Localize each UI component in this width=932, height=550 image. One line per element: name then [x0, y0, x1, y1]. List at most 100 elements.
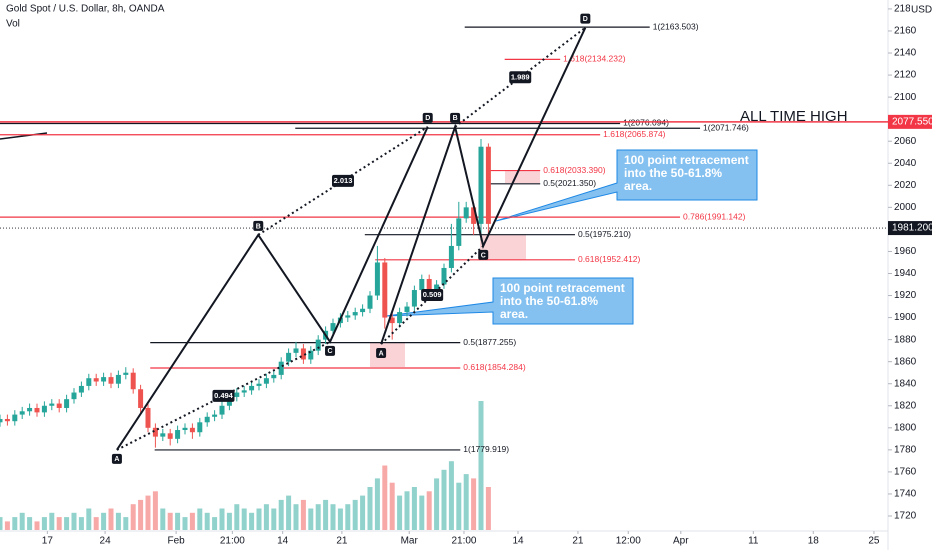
- trend-line: [0, 132, 48, 140]
- fib-level-label: 1(1779.919): [463, 444, 509, 454]
- fib-level-label: 1(2076.094): [623, 118, 669, 128]
- candle-body: [152, 427, 158, 437]
- x-tick-label: Apr: [673, 536, 689, 547]
- volume-bar: [86, 508, 92, 530]
- callout: 100 point retracement into the 50-61.8% …: [495, 149, 758, 222]
- currency-box: [910, 4, 932, 16]
- ratio-box: [421, 288, 444, 301]
- candle-body: [389, 317, 395, 324]
- volume-bar: [189, 512, 195, 530]
- candle-body: [56, 403, 62, 408]
- volume-bar: [101, 512, 107, 530]
- volume-bar: [286, 495, 292, 530]
- volume-bar: [271, 508, 277, 530]
- volume-bar: [456, 482, 462, 530]
- candle-body: [360, 308, 366, 313]
- ratio-label: 0.509: [423, 290, 442, 299]
- candle-body: [34, 407, 40, 413]
- candle-body: [64, 399, 70, 408]
- fib-level-label: 0.5(2021.350): [543, 178, 596, 188]
- volume-bar: [441, 469, 447, 530]
- volume-bar: [330, 504, 336, 530]
- candle-body: [86, 378, 92, 386]
- volume-bar: [64, 517, 70, 530]
- candle-body: [456, 218, 462, 246]
- candle-body: [367, 295, 373, 309]
- volume-bar: [419, 495, 425, 530]
- price-label: 1981.200: [892, 223, 932, 234]
- point-label: D: [583, 16, 588, 23]
- candle-body: [189, 427, 195, 433]
- volume-bar: [160, 508, 166, 530]
- ath-annotation: ALL TIME HIGH: [740, 108, 848, 125]
- volume-bar: [315, 504, 321, 530]
- volume-bar: [352, 499, 358, 530]
- y-tick-label: 2120: [894, 70, 917, 81]
- candle-body: [478, 146, 484, 224]
- volume-bar: [56, 517, 62, 530]
- candle-body: [108, 377, 114, 384]
- candle-body: [49, 403, 55, 406]
- volume-bar: [78, 517, 84, 530]
- candle-body: [101, 377, 107, 382]
- fib-level-label: 0.5(1975.210): [578, 229, 631, 239]
- point-marker: [580, 13, 591, 24]
- callout-text: 100 point retracement: [500, 281, 625, 295]
- fib-level-label: 0.618(1854.284): [463, 362, 526, 372]
- ratio-label: 1.989: [511, 72, 530, 81]
- point-marker: [450, 112, 461, 123]
- volume-bar: [485, 487, 491, 530]
- candle-body: [212, 414, 218, 417]
- point-marker: [478, 249, 489, 260]
- volume-bar: [167, 512, 173, 530]
- candle-body: [12, 414, 18, 422]
- volume-bar: [404, 491, 410, 530]
- y-tick-label: 1820: [894, 400, 917, 411]
- x-tick-label: 21: [572, 536, 584, 547]
- point-label: D: [425, 115, 430, 122]
- point-marker: [376, 348, 387, 359]
- y-tick-label: 1960: [894, 246, 917, 257]
- volume-bar: [308, 508, 314, 530]
- callout-text: into the 50-61.8%: [624, 166, 722, 180]
- volume-bar: [241, 508, 247, 530]
- candle-body: [441, 267, 447, 285]
- x-tick-label: 14: [512, 536, 524, 547]
- candle-body: [382, 262, 388, 318]
- volume-bar: [123, 517, 129, 530]
- fib-level-label: 0.618(1952.412): [578, 254, 641, 264]
- candle-body: [93, 378, 99, 382]
- volume-bar: [367, 487, 373, 530]
- volume-bar: [219, 508, 225, 530]
- candle-body: [300, 348, 306, 360]
- y-tick-label: 1740: [894, 489, 917, 500]
- fib-level-label: 0.5(1877.255): [463, 337, 516, 347]
- ratio-label: 0.494: [214, 391, 234, 400]
- callout-box: [495, 149, 758, 222]
- point-label: C: [481, 252, 486, 259]
- candle-body: [197, 422, 203, 433]
- candle-body: [123, 372, 129, 375]
- candle-body: [115, 374, 121, 384]
- x-tick-label: 24: [100, 536, 112, 547]
- volume-bar: [345, 504, 351, 530]
- y-tick-label: 2040: [894, 158, 917, 169]
- candle-body: [485, 146, 491, 224]
- y-tick-label: 1800: [894, 422, 917, 433]
- ratio-box: [509, 71, 532, 84]
- candle-body: [160, 433, 166, 437]
- callout-text: area.: [500, 307, 528, 321]
- volume-bar: [411, 487, 417, 530]
- candle-body: [426, 278, 432, 291]
- volume-bar: [471, 478, 477, 530]
- y-tick-label: 2140: [894, 48, 917, 59]
- candle-body: [175, 430, 181, 439]
- candle-body: [434, 284, 440, 291]
- volume-bar: [397, 495, 403, 530]
- price-label-box: [888, 114, 932, 129]
- candle-body: [286, 352, 292, 362]
- x-tick-label: 12:00: [616, 536, 641, 547]
- volume-bar: [389, 482, 395, 530]
- fib-level-label: 1(2071.746): [703, 123, 749, 133]
